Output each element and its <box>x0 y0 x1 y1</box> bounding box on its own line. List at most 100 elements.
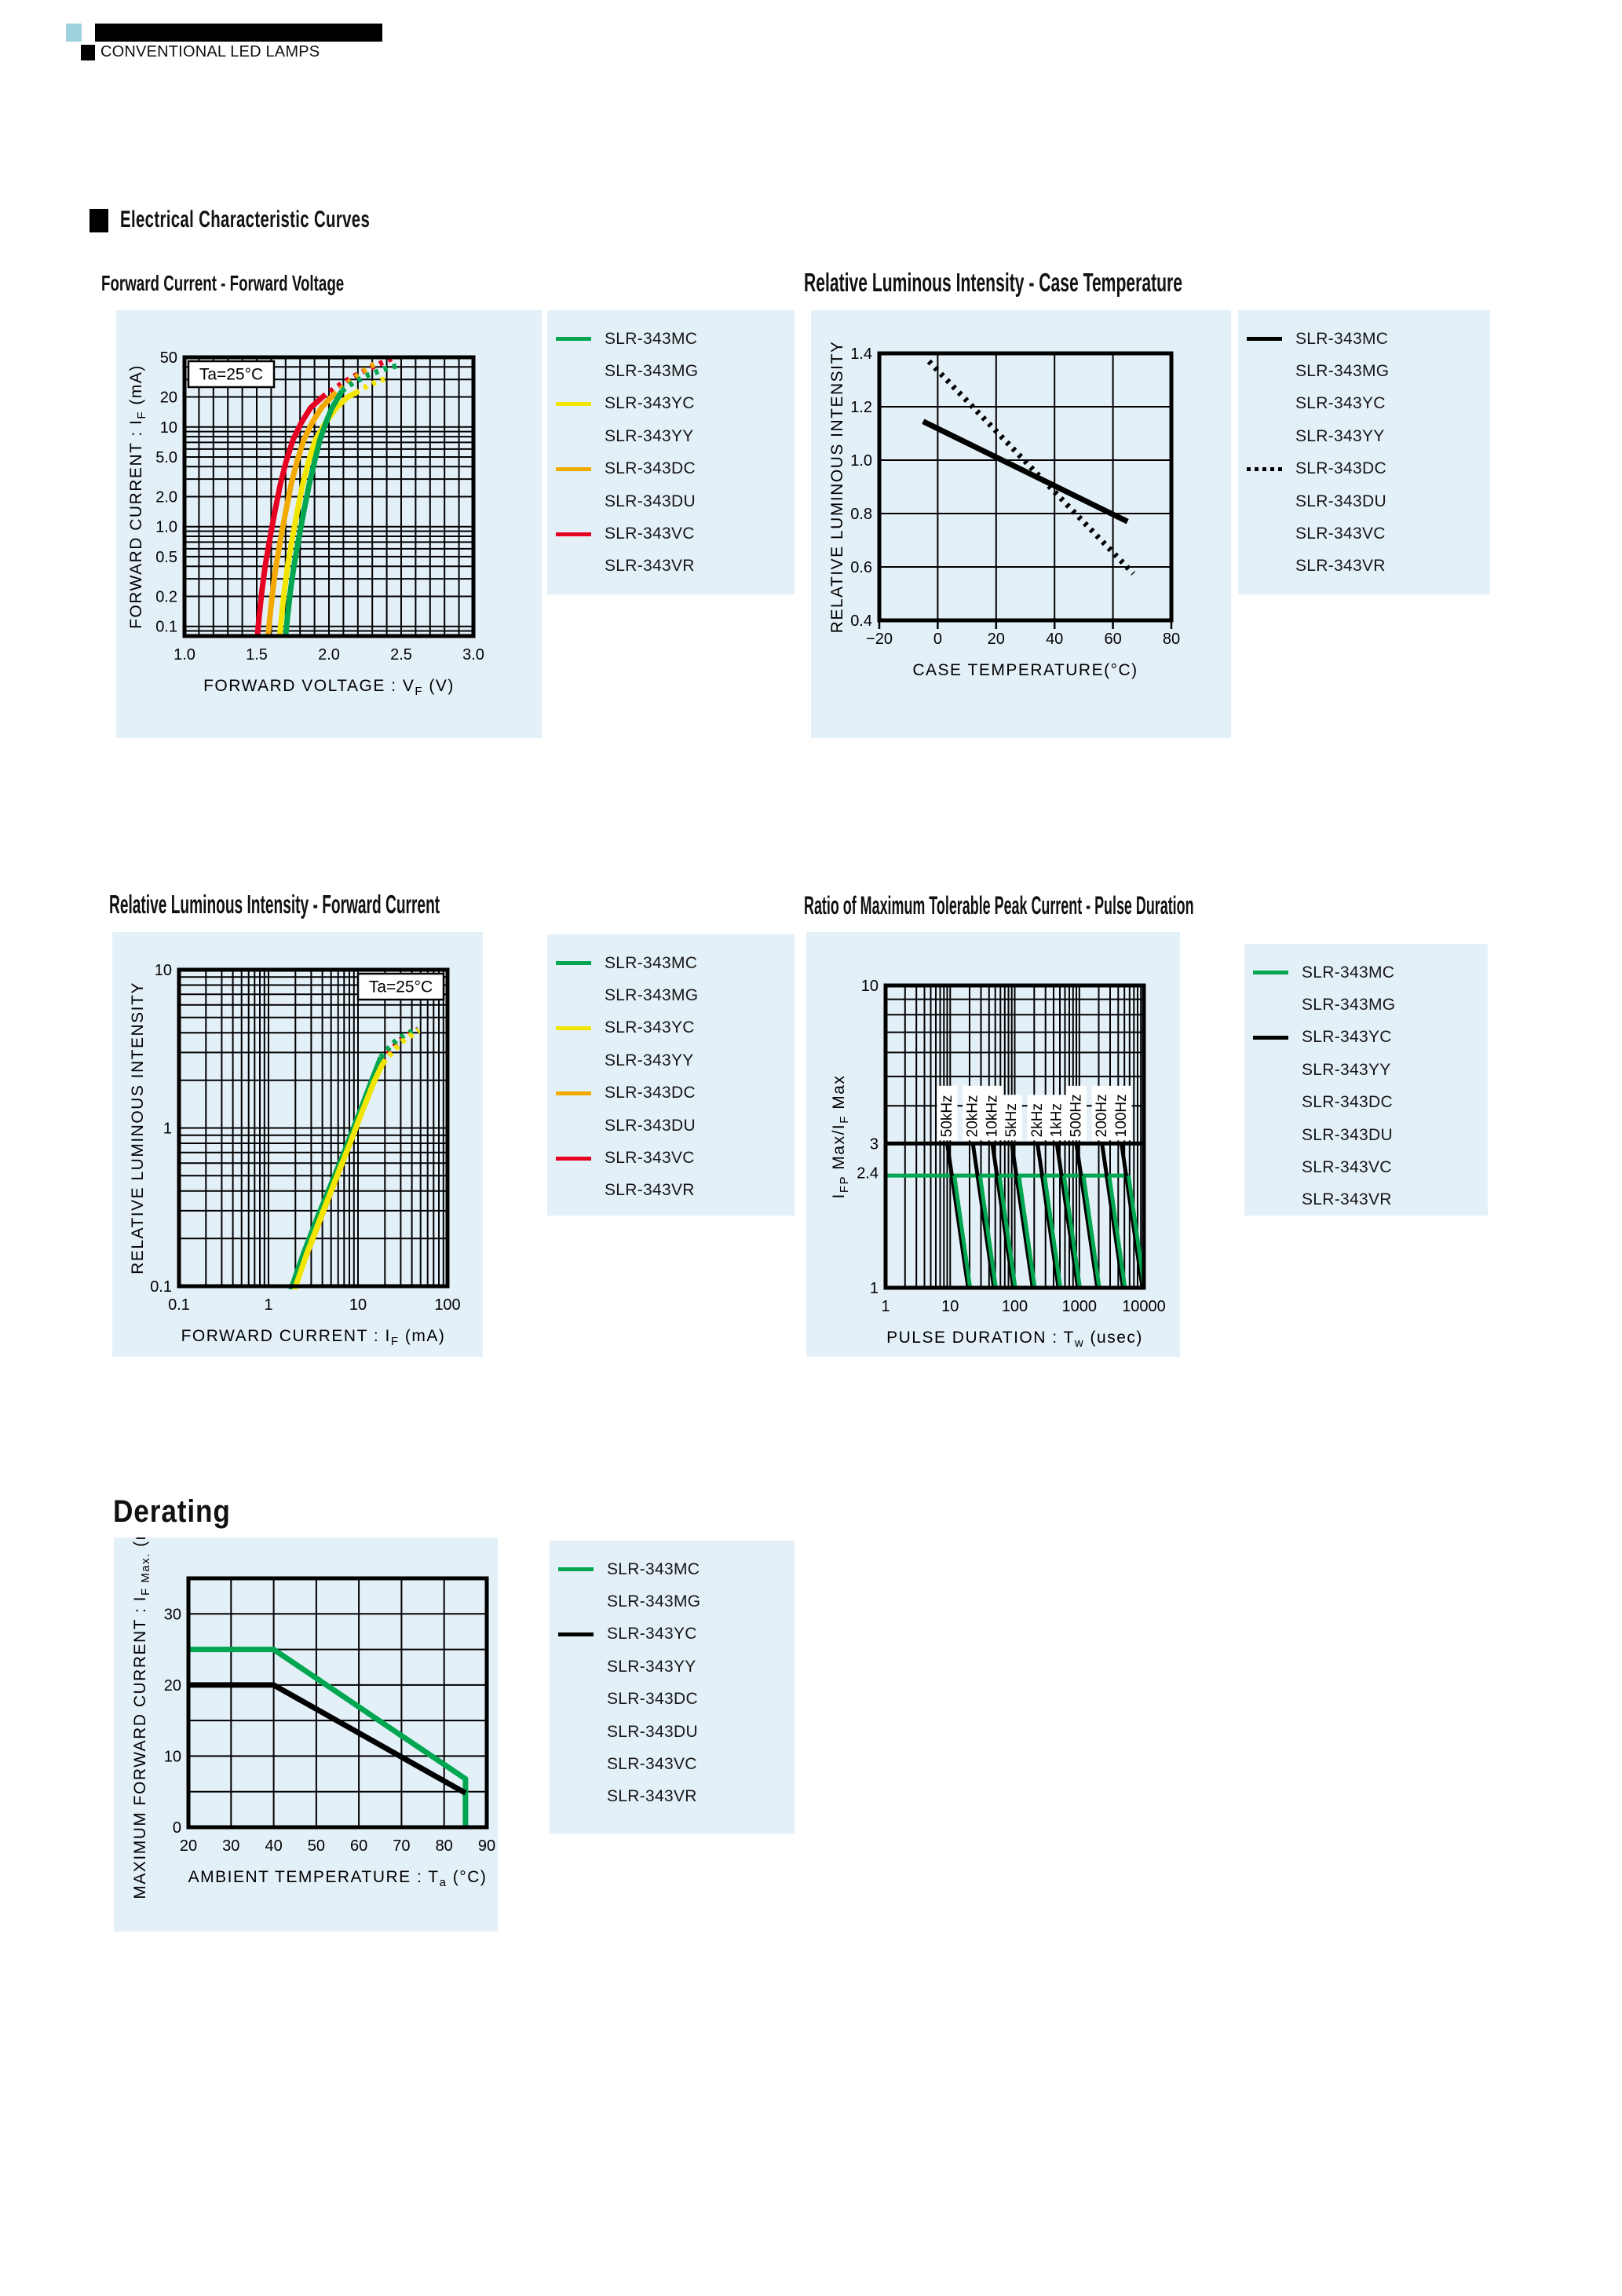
series-SLR-343YC/YY <box>276 390 357 637</box>
legend-swatch-empty <box>556 499 591 503</box>
legend-label: SLR-343MC <box>607 1559 700 1578</box>
series-SLR-343MC/MG <box>283 389 345 637</box>
legend-line-swatch <box>556 466 591 471</box>
legend-swatch-empty <box>1247 499 1282 503</box>
svg-text:90: 90 <box>478 1837 495 1855</box>
pulse-frequency-label: 10kHz <box>984 1095 1000 1137</box>
legend-label: SLR-343DC <box>605 1084 696 1102</box>
legend-label: SLR-343YY <box>607 1657 696 1676</box>
legend-item: SLR-343DU <box>547 485 795 517</box>
annotation-box <box>356 972 445 1001</box>
legend-label: SLR-343DU <box>1295 492 1386 510</box>
legend-swatch-empty <box>556 565 591 569</box>
svg-text:20: 20 <box>164 1677 181 1695</box>
svg-text:−20: −20 <box>866 631 893 648</box>
legend-swatch-empty <box>1253 1101 1288 1105</box>
legend-item: SLR-343YC <box>1238 388 1490 420</box>
legend-item: SLR-343DC <box>1238 453 1490 485</box>
svg-text:80: 80 <box>1163 631 1180 648</box>
chart-panel-fcfv: 1.0 1.5 2.0 2.5 3.0 0.1 0.2 0.5 1.0 2.0 5.0 10 20 50 F… <box>116 310 542 738</box>
legend-panel-derat: SLR-343MC SLR-343MG SLR-343YC SLR-343YY SLR-… <box>550 1541 795 1834</box>
legend-label: SLR-343MC <box>1295 329 1389 348</box>
series-line <box>952 1175 973 1289</box>
chart-panel-peak: 50kHz 20kHz 10kHz 5kHz 2kHz 1kHz 500Hz 200Hz 100… <box>806 932 1180 1357</box>
header-label: CONVENTIONAL LED LAMPS <box>100 43 320 60</box>
legend-label: SLR-343VR <box>605 1181 695 1200</box>
legend-line-swatch <box>558 1567 594 1572</box>
legend-item: SLR-343VC <box>547 1142 795 1174</box>
legend-item: SLR-343MC <box>547 323 795 355</box>
legend-label: SLR-343MG <box>607 1592 701 1611</box>
svg-text:40: 40 <box>1046 631 1063 648</box>
series-line <box>977 1175 998 1289</box>
legend-label: SLR-343YC <box>1295 394 1386 413</box>
pulse-frequency-label: 20kHz <box>965 1095 981 1137</box>
legend-swatch-empty <box>558 1698 594 1702</box>
series-line <box>1127 1175 1145 1289</box>
legend-item: SLR-343YY <box>1244 1054 1488 1086</box>
chart-panel-derat: 20 30 40 50 60 70 80 90 0 10 20 30 AMBIENT TEMPERATU… <box>114 1506 498 1932</box>
chart-title-relative-luminous-intensity-forward-current: Relative Luminous Intensity - Forward Cu… <box>109 890 440 919</box>
legend-line-swatch <box>1253 1035 1288 1040</box>
legend-line-swatch <box>556 961 591 966</box>
annotation-text: Ta=25°C <box>199 366 263 384</box>
series-line <box>1054 1143 1080 1289</box>
legend-label: SLR-343DU <box>605 492 696 510</box>
chart-forward-current-forward-voltage: 1.0 1.5 2.0 2.5 3.0 0.1 0.2 0.5 1.0 2.0 5.0 10 20 50 F… <box>127 349 484 698</box>
legend-label: SLR-343MG <box>605 362 699 381</box>
svg-text:10: 10 <box>349 1296 367 1314</box>
legend-panel-fcfv: SLR-343MC SLR-343MG SLR-343YC SLR-343YY SLR-… <box>547 310 795 594</box>
series-line <box>970 1143 996 1289</box>
section-bullet-square <box>90 209 108 232</box>
legend-item: SLR-343MG <box>1244 989 1488 1021</box>
legend-item: SLR-343MC <box>550 1553 795 1585</box>
svg-text:1.0: 1.0 <box>850 452 872 470</box>
legend-line-swatch <box>1247 466 1282 471</box>
pulse-frequency-label: 50kHz <box>939 1095 955 1137</box>
svg-text:0.8: 0.8 <box>850 506 872 523</box>
legend-item: SLR-343MG <box>547 979 795 1011</box>
legend-label: SLR-343YC <box>605 394 695 413</box>
legend-item: SLR-343DC <box>1244 1087 1488 1119</box>
legend-label: SLR-343VR <box>1295 557 1386 576</box>
legend-item: SLR-343MG <box>550 1585 795 1618</box>
svg-text:2.4: 2.4 <box>857 1165 879 1183</box>
svg-text:IFP Max/IF Max: IFP Max/IF Max <box>830 1075 851 1199</box>
svg-text:40: 40 <box>265 1837 282 1855</box>
series-SLR-343VC/VR (pulse) <box>320 355 394 400</box>
series-SLR-343MC/MG (pulse) <box>378 1026 420 1059</box>
chart-panel-rlfc: 0.1 1 10 100 0.1 1 10 FORWARD CURRENT : IF (mA)… <box>112 932 483 1357</box>
legend-label: SLR-343VC <box>1302 1158 1392 1177</box>
svg-text:80: 80 <box>436 1837 453 1855</box>
series-SLR-343MC <box>188 1647 469 1827</box>
chart-title-derating: Derating <box>113 1494 231 1529</box>
legend-swatch-empty <box>558 1665 594 1669</box>
legend-panel-peak: SLR-343MC SLR-343MG SLR-343YC SLR-343YY SLR-… <box>1244 944 1488 1216</box>
chart-relative-luminous-intensity-case-temperature: −20 0 20 40 60 80 0.4 0.6 0.8 1.0 1.2 1.4 CASE TEMPE… <box>828 341 1180 679</box>
legend-label: SLR-343YY <box>605 1051 694 1069</box>
legend-label: SLR-343YC <box>1302 1028 1392 1047</box>
legend-label: SLR-343VR <box>607 1787 697 1806</box>
svg-text:2.5: 2.5 <box>390 646 412 664</box>
annotation-text: Ta=25°C <box>369 978 433 996</box>
legend-swatch-empty <box>556 1124 591 1128</box>
svg-text:50: 50 <box>308 1837 325 1855</box>
svg-text:1: 1 <box>163 1121 172 1138</box>
legend-item: SLR-343YC <box>547 388 795 420</box>
legend-panel-rlfc: SLR-343MC SLR-343MG SLR-343YC SLR-343YY SLR-… <box>547 934 795 1216</box>
legend-line-swatch <box>556 1156 591 1161</box>
svg-text:1: 1 <box>264 1296 272 1314</box>
svg-text:60: 60 <box>350 1837 367 1855</box>
legend-swatch-empty <box>1253 1133 1288 1137</box>
legend-item: SLR-343DU <box>550 1716 795 1748</box>
svg-text:0: 0 <box>173 1819 181 1837</box>
header-black-bar <box>95 24 382 42</box>
series-line <box>1043 1175 1063 1289</box>
pulse-frequency-label: 5kHz <box>1003 1103 1020 1137</box>
legend-label: SLR-343VR <box>1302 1190 1392 1209</box>
legend-swatch-empty <box>1253 1166 1288 1170</box>
series-line <box>1017 1175 1037 1289</box>
legend-label: SLR-343YY <box>1302 1060 1391 1079</box>
svg-text:100: 100 <box>434 1296 460 1314</box>
